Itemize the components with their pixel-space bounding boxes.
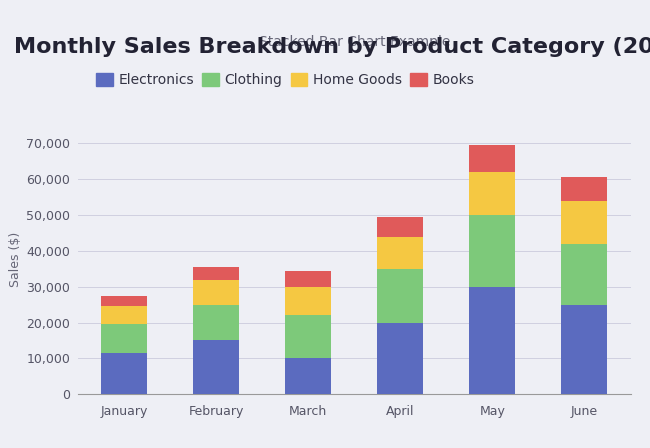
Bar — [377, 217, 423, 237]
Bar — [469, 215, 515, 287]
Bar — [193, 305, 239, 340]
Bar — [101, 306, 147, 324]
Bar — [285, 287, 332, 315]
Bar — [101, 324, 147, 353]
Bar — [101, 296, 147, 306]
Bar — [562, 244, 608, 305]
Bar — [101, 353, 147, 394]
Bar — [377, 237, 423, 269]
Bar — [285, 358, 332, 394]
Bar — [469, 145, 515, 172]
Bar — [285, 315, 332, 358]
Title: Monthly Sales Breakdown by Product Category (2023): Monthly Sales Breakdown by Product Categ… — [14, 37, 650, 57]
Bar — [193, 280, 239, 305]
Bar — [285, 271, 332, 287]
Bar — [377, 323, 423, 394]
Text: Stacked Bar Chart Example: Stacked Bar Chart Example — [259, 35, 450, 49]
Y-axis label: Sales ($): Sales ($) — [9, 232, 22, 288]
Bar — [377, 269, 423, 323]
Bar — [562, 201, 608, 244]
Bar — [469, 287, 515, 394]
Bar — [193, 267, 239, 280]
Bar — [469, 172, 515, 215]
Bar — [562, 177, 608, 201]
Legend: Electronics, Clothing, Home Goods, Books: Electronics, Clothing, Home Goods, Books — [96, 73, 474, 87]
Bar — [193, 340, 239, 394]
Bar — [562, 305, 608, 394]
